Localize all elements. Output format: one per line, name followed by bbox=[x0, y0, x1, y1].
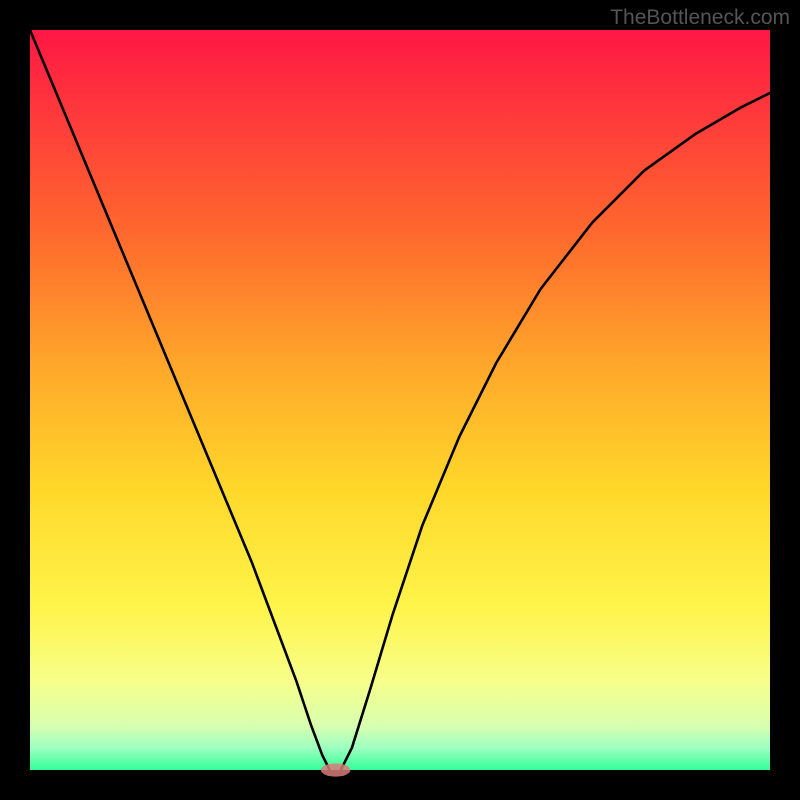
optimal-marker bbox=[321, 763, 351, 776]
chart-container: TheBottleneck.com bbox=[0, 0, 800, 800]
watermark-text: TheBottleneck.com bbox=[610, 6, 790, 30]
chart-background bbox=[30, 30, 770, 770]
bottleneck-chart bbox=[0, 0, 800, 800]
